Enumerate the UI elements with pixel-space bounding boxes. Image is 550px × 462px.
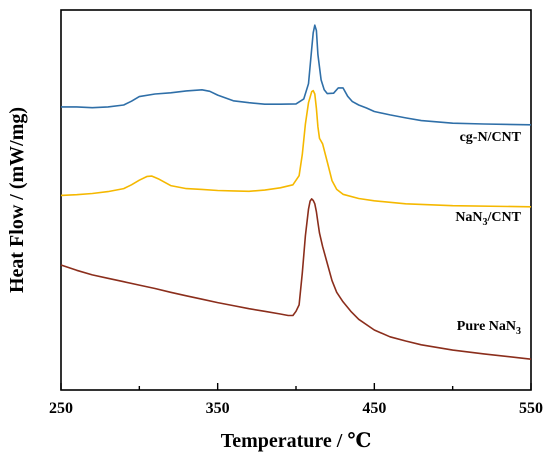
x-tick-label: 250: [49, 400, 73, 417]
series-label-0: cg-N/CNT: [460, 130, 522, 145]
series-line-2: [60, 198, 532, 360]
series-line-1: [60, 89, 532, 208]
series-label-2: Pure NaN3: [457, 319, 521, 337]
ticks-layer: 250 350 450 550: [49, 383, 543, 417]
plot-area: 250 350 450 550 cg-N/CNT NaN3/CNT Pure NaN3: [49, 9, 543, 417]
series-line-0: [61, 24, 532, 126]
x-axis-title: Temperature / ℃: [221, 430, 372, 452]
y-axis-title: Heat Flow / (mW/mg): [6, 107, 28, 293]
series-layer: [60, 24, 532, 360]
series-label-1: NaN3/CNT: [455, 210, 521, 228]
series-labels: cg-N/CNT NaN3/CNT Pure NaN3: [455, 130, 521, 337]
x-tick-label: 550: [519, 400, 543, 417]
x-tick-label: 450: [362, 400, 386, 417]
x-tick-label: 350: [206, 400, 230, 417]
